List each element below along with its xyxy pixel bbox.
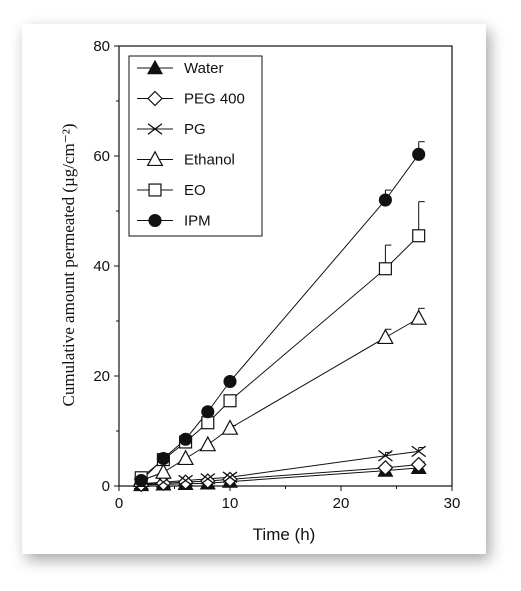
legend-label-ethanol: Ethanol: [184, 152, 235, 169]
legend-marker-pg: [147, 123, 163, 135]
data-point-pg: [200, 473, 216, 485]
legend-marker-eo: [148, 183, 162, 197]
data-point-ethanol: [221, 419, 239, 435]
y-axis-title: Cumulative amount permeated (µg/cm⁻²): [59, 123, 78, 406]
legend-marker-water: [146, 59, 164, 75]
y-tick-label: 40: [93, 258, 110, 275]
x-tick-label: 10: [222, 495, 239, 512]
legend-box: [128, 55, 263, 237]
data-point-ethanol: [155, 463, 172, 479]
y-tick-label: 0: [102, 478, 110, 495]
data-point-eo: [201, 416, 215, 430]
legend-marker-peg-400: [147, 90, 163, 107]
data-point-eo: [223, 394, 237, 408]
data-point-pg: [222, 471, 238, 483]
data-point-pg: [178, 474, 193, 487]
data-point-peg-400: [410, 456, 427, 473]
data-point-ipm: [378, 193, 392, 207]
x-tick-label: 30: [444, 495, 461, 512]
data-point-ipm: [223, 374, 237, 389]
data-point-peg-400: [199, 473, 216, 489]
data-point-peg-400: [222, 471, 238, 488]
legend-label-eo: EO: [184, 182, 206, 199]
y-tick-label: 80: [93, 38, 110, 55]
data-point-pg: [411, 445, 427, 458]
data-point-pg: [378, 449, 393, 462]
legend-label-ipm: IPM: [184, 213, 211, 230]
legend-label-pg: PG: [184, 121, 206, 138]
legend-marker-ipm: [148, 213, 162, 228]
data-point-ethanol: [177, 449, 194, 466]
x-axis-title: Time (h): [253, 525, 316, 544]
data-point-eo: [378, 262, 392, 276]
legend-label-peg-400: PEG 400: [184, 91, 245, 108]
data-point-ethanol: [377, 328, 394, 345]
x-tick-label: 0: [115, 495, 123, 512]
data-point-ethanol: [199, 435, 217, 452]
data-point-ipm: [179, 432, 193, 446]
y-tick-label: 20: [93, 368, 110, 385]
data-point-ipm: [156, 451, 170, 466]
data-point-ethanol: [410, 309, 428, 325]
data-point-ipm: [201, 405, 215, 419]
plot-layer: 0 10 20 30 0 20 40 60 80 Water PEG 400 PG Ethanol EO I…: [93, 38, 460, 512]
data-point-eo: [412, 229, 426, 243]
data-point-ipm: [134, 473, 148, 488]
data-point-ipm: [412, 147, 426, 161]
data-point-peg-400: [377, 460, 394, 476]
x-tick-label: 20: [333, 495, 350, 512]
y-tick-label: 60: [93, 148, 110, 165]
legend-marker-ethanol: [146, 150, 164, 167]
legend-label-water: Water: [184, 60, 223, 77]
